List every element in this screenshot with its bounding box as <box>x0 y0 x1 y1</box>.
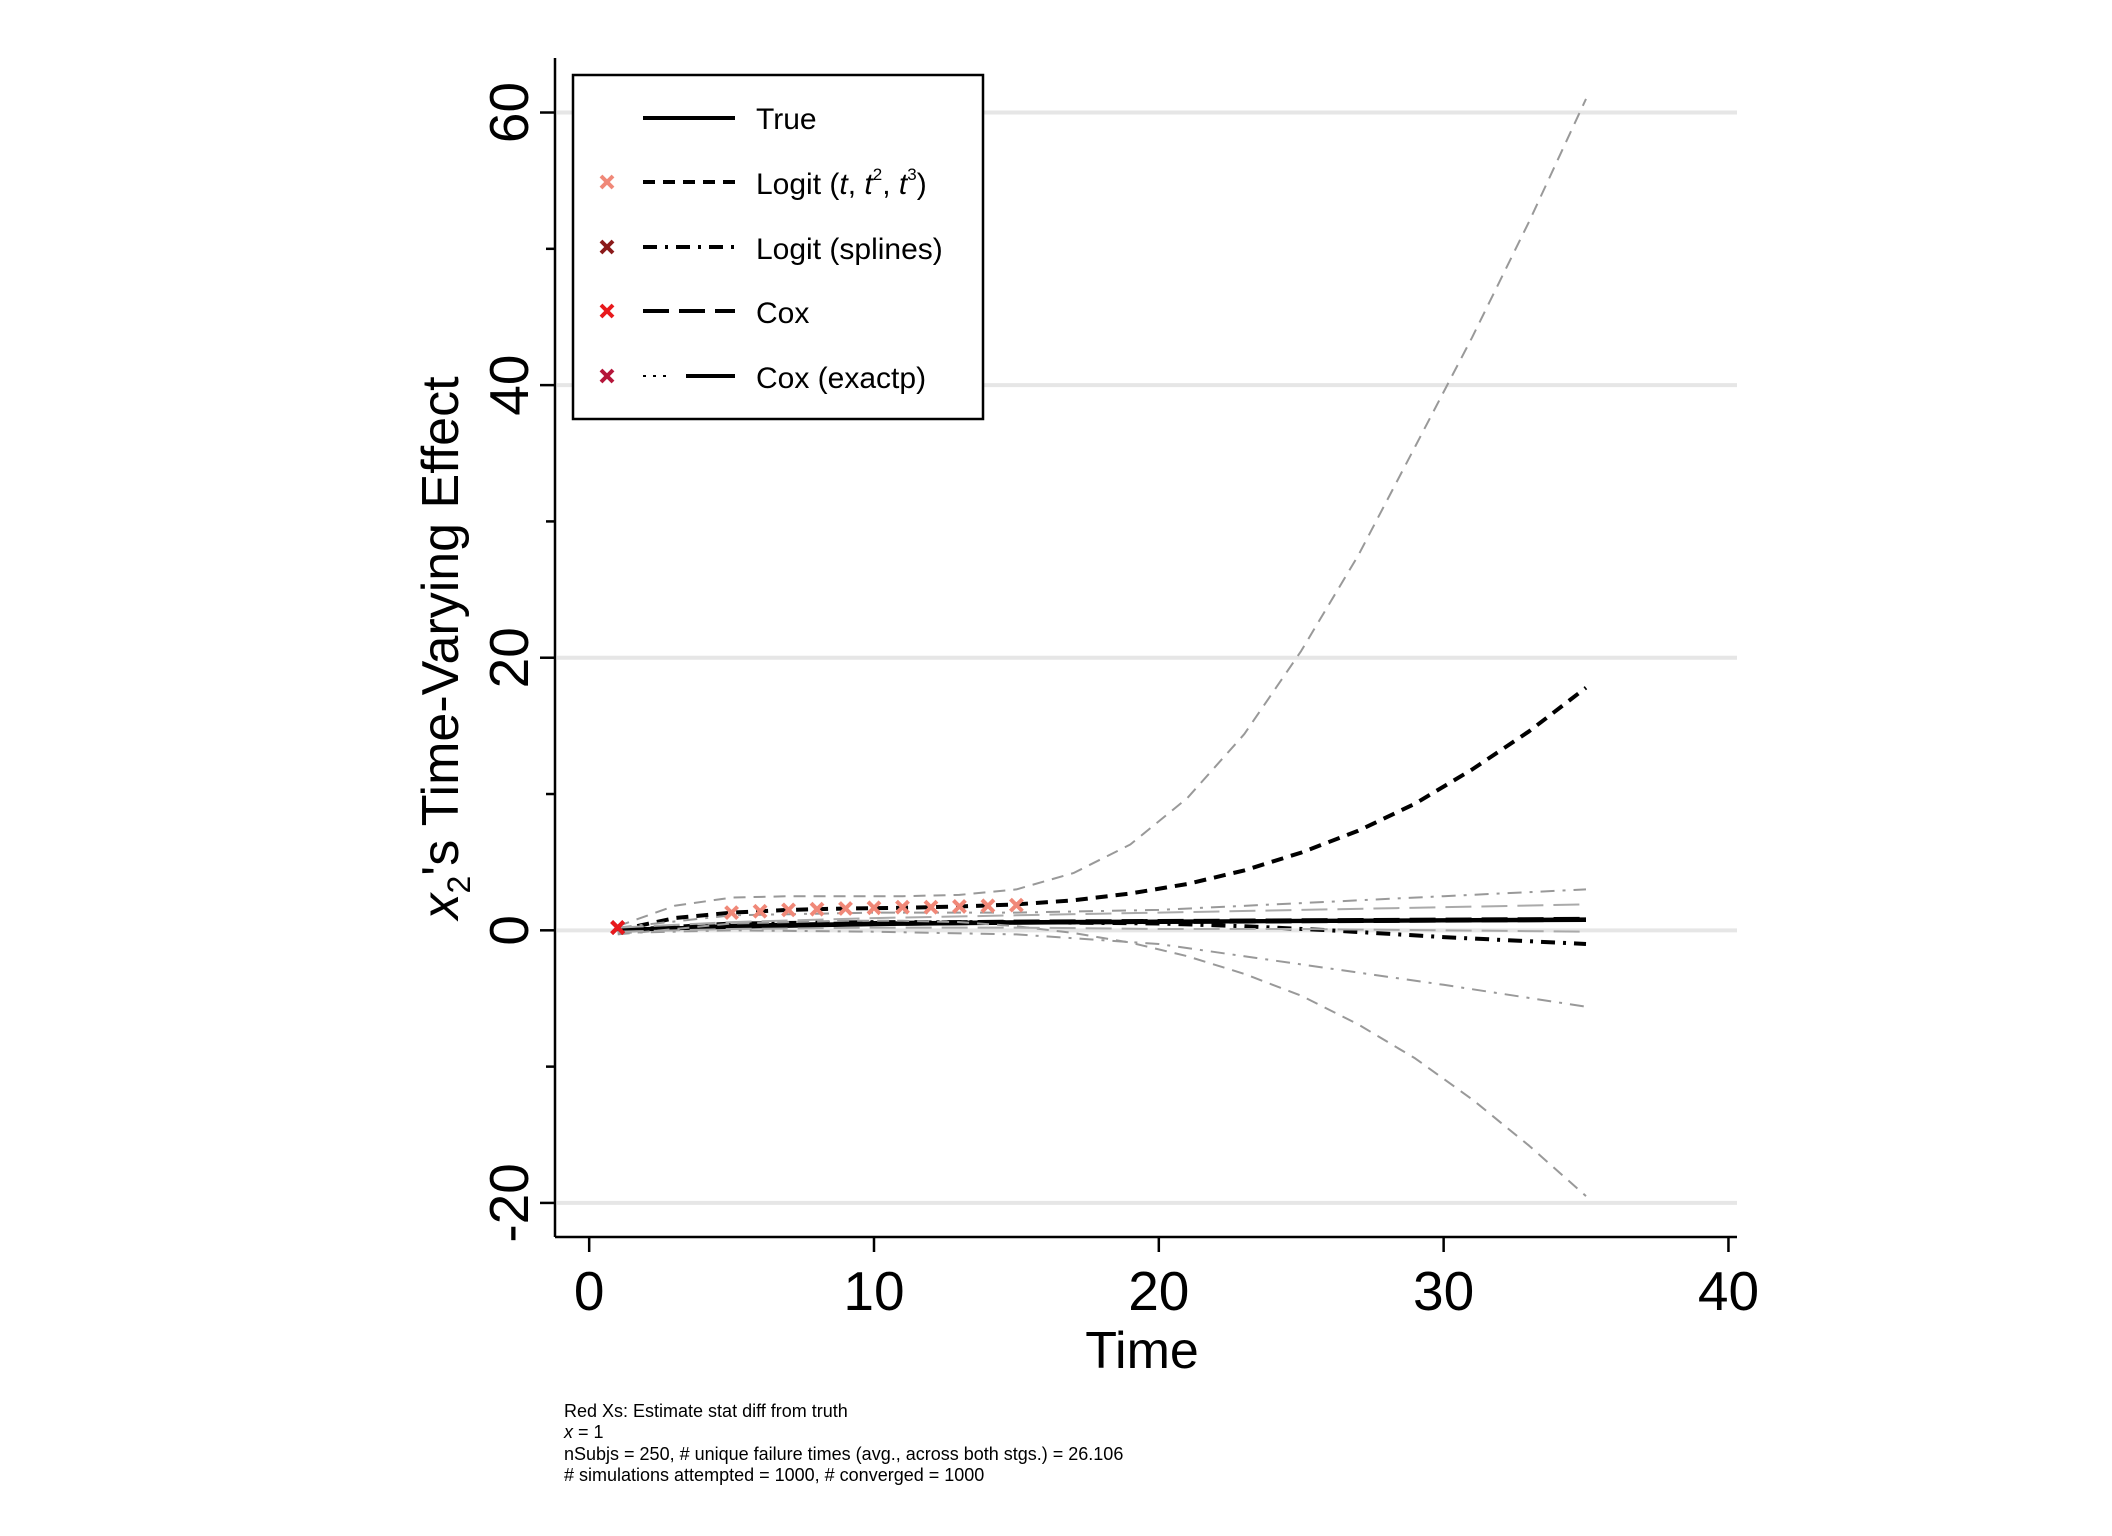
x-tick-label-1: 10 <box>843 1260 904 1322</box>
legend-marker-4 <box>599 368 615 384</box>
y-tick-label-0: -20 <box>478 1163 540 1243</box>
x-axis: 0 10 20 30 40 <box>555 1235 1759 1322</box>
data-marker-4 <box>752 903 768 919</box>
series-line-8 <box>617 929 1587 1008</box>
y-tick-label-2: 20 <box>478 627 540 688</box>
y-axis: -20 0 20 40 60 <box>478 58 557 1243</box>
series-line-9 <box>617 903 1587 929</box>
legend-label-logit-poly: Logit (t, t2, t3) <box>756 165 927 201</box>
data-marker-10 <box>923 899 939 915</box>
data-marker-12 <box>980 898 996 914</box>
data-marker-7 <box>838 901 853 916</box>
legend-label-logit-splines: Logit (splines) <box>756 233 943 266</box>
y-tick-label-4: 60 <box>478 82 540 143</box>
series-line-10 <box>617 926 1587 933</box>
series-line-5 <box>617 98 1587 928</box>
y-tick-label-1: 0 <box>478 915 540 946</box>
legend: True Logit (t, t2, t3) Logit (splines) C… <box>571 73 985 421</box>
legend-label-cox-exactp: Cox (exactp) <box>756 362 926 395</box>
y-axis-title: x2's Time-Varying Effect <box>412 376 477 923</box>
legend-label-cox: Cox <box>756 297 809 330</box>
data-marker-3 <box>724 905 740 921</box>
data-marker-9 <box>895 899 910 915</box>
x-tick-label-4: 40 <box>1698 1260 1759 1322</box>
note-line-1: Red Xs: Estimate stat diff from truth <box>564 1401 848 1421</box>
data-marker-8 <box>866 900 882 916</box>
y-axis-title-rest: 's Time-Varying Effect <box>412 376 470 876</box>
footnotes: Red Xs: Estimate stat diff from truth x … <box>563 1401 1123 1485</box>
y-axis-title-var: x <box>412 892 470 923</box>
x-tick-label-0: 0 <box>574 1260 605 1322</box>
data-marker-11 <box>952 899 967 914</box>
legend-swatches <box>599 116 735 384</box>
note-line-3: nSubjs = 250, # unique failure times (av… <box>564 1444 1123 1464</box>
y-tick-label-3: 40 <box>478 355 540 416</box>
x-tick-label-2: 20 <box>1128 1260 1189 1322</box>
data-marker-5 <box>781 902 796 918</box>
series-line-4 <box>617 917 1587 933</box>
y-axis-title-sub: 2 <box>441 876 477 894</box>
data-markers <box>610 897 1024 936</box>
note-line-2: x = 1 <box>563 1422 604 1442</box>
data-marker-6 <box>809 901 825 917</box>
legend-marker-2 <box>599 239 615 255</box>
legend-label-true: True <box>756 103 817 136</box>
x-axis-title: Time <box>1085 1322 1199 1380</box>
legend-marker-3 <box>599 303 615 319</box>
x-tick-label-3: 30 <box>1413 1260 1474 1322</box>
series-line-6 <box>617 919 1587 1197</box>
data-marker-2 <box>610 920 626 936</box>
note-line-4: # simulations attempted = 1000, # conver… <box>564 1465 984 1485</box>
series-lines <box>617 98 1588 1197</box>
legend-marker-1 <box>599 174 615 190</box>
data-marker-13 <box>1008 897 1024 913</box>
series-line-1 <box>617 686 1588 933</box>
legend-box <box>571 73 985 421</box>
